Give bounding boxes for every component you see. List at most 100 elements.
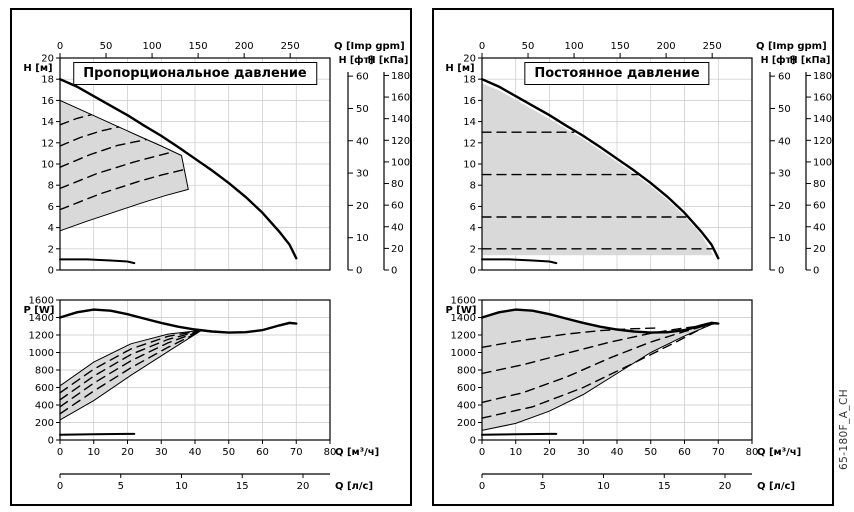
q-m3h-axis-label: Q [м³/ч]	[335, 447, 379, 458]
tick-label: 1400	[29, 313, 54, 324]
tick-label: 800	[35, 366, 54, 377]
tick-label: 180	[813, 71, 832, 82]
tick-label: 250	[281, 41, 300, 52]
tick-label: 50	[222, 447, 235, 458]
tick-label: 20	[391, 244, 404, 255]
tick-label: 50	[356, 104, 369, 115]
tick-label: 80	[391, 179, 404, 190]
tick-label: 150	[189, 41, 208, 52]
tick-label: 100	[143, 41, 162, 52]
tick-label: 20	[463, 54, 476, 65]
max-power-curve	[58, 308, 298, 334]
tick-label: 200	[35, 418, 54, 429]
power-curve-3	[481, 325, 699, 375]
q-ls-axis-label: Q [л/с]	[335, 481, 373, 492]
tick-label: 40	[778, 136, 791, 147]
tick-label: 0	[470, 266, 476, 277]
min-speed-curve	[59, 258, 136, 265]
q-ls-axis-label: Q [л/с]	[757, 481, 795, 492]
tick-label: 250	[703, 41, 722, 52]
tick-label: 80	[324, 447, 337, 458]
tick-label: 20	[121, 447, 134, 458]
q-m3h-axis-label: Q [м³/ч]	[757, 447, 801, 458]
tick-label: 5	[118, 481, 124, 492]
tick-label: 5	[540, 481, 546, 492]
tick-label: 10	[41, 160, 54, 171]
power-range	[59, 329, 203, 421]
tick-label: 60	[391, 201, 404, 212]
tick-label: 14	[41, 117, 54, 128]
tick-label: 10	[778, 233, 791, 244]
q-gpm-axis-label: Q [Imp gpm]	[334, 41, 405, 52]
tick-label: 30	[356, 169, 369, 180]
tick-label: 120	[813, 136, 832, 147]
tick-label: 1400	[451, 313, 476, 324]
tick-label: 160	[391, 93, 410, 104]
tick-label: 20	[778, 201, 791, 212]
tick-label: 0	[813, 266, 819, 277]
tick-label: 50	[100, 41, 113, 52]
panel-title-proportional: Пропорциональное давление	[73, 62, 317, 85]
tick-label: 0	[479, 447, 485, 458]
panel-constant-pressure: 0 2 4 6 8 10 12 14 16 18 20 H [м] 0 50 100 150 200 250 Q […	[432, 8, 834, 506]
min-power-curve	[481, 432, 558, 436]
tick-label: 1600	[29, 296, 54, 307]
tick-label: 200	[657, 41, 676, 52]
p-w-axis-label: P [W]	[446, 305, 477, 316]
tick-label: 0	[778, 266, 784, 277]
power-curve-3	[59, 329, 203, 401]
tick-label: 40	[813, 222, 826, 233]
tick-label: 70	[290, 447, 303, 458]
tick-label: 50	[778, 104, 791, 115]
tick-label: 0	[57, 41, 63, 52]
tick-label: 20	[719, 481, 732, 492]
tick-label: 6	[48, 202, 54, 213]
tick-label: 16	[41, 96, 54, 107]
tick-label: 10	[356, 233, 369, 244]
tick-label: 10	[87, 447, 100, 458]
tick-label: 20	[297, 481, 310, 492]
tick-label: 40	[189, 447, 202, 458]
min-power-curve	[59, 432, 136, 436]
tick-label: 10	[509, 447, 522, 458]
tick-label: 100	[391, 157, 410, 168]
h-m-axis-label: H [м]	[23, 63, 52, 74]
p-w-axis-label: P [W]	[24, 305, 55, 316]
panel-title-constant: Постоянное давление	[524, 62, 710, 85]
tick-label: 200	[235, 41, 254, 52]
tick-label: 60	[356, 72, 369, 83]
tick-label: 14	[463, 117, 476, 128]
tick-label: 60	[256, 447, 269, 458]
tick-label: 2	[470, 244, 476, 255]
tick-label: 0	[57, 447, 63, 458]
tick-label: 15	[658, 481, 671, 492]
h-kpa-axis-label: H [кПа]	[368, 55, 409, 66]
tick-label: 140	[813, 114, 832, 125]
tick-label: 150	[611, 41, 630, 52]
tick-label: 0	[479, 481, 485, 492]
tick-label: 20	[41, 54, 54, 65]
tick-label: 140	[391, 114, 410, 125]
tick-label: 1600	[451, 296, 476, 307]
power-curve-1	[59, 329, 203, 415]
tick-label: 60	[678, 447, 691, 458]
tick-label: 600	[35, 383, 54, 394]
tick-label: 18	[463, 75, 476, 86]
tick-label: 180	[391, 71, 410, 82]
tick-label: 12	[463, 138, 476, 149]
max-speed-curve	[58, 78, 298, 260]
tick-label: 60	[813, 201, 826, 212]
tick-label: 30	[778, 169, 791, 180]
tick-label: 40	[356, 136, 369, 147]
control-curve-5	[59, 114, 93, 126]
tick-label: 10	[597, 481, 610, 492]
tick-label: 8	[48, 181, 54, 192]
tick-label: 60	[778, 72, 791, 83]
tick-label: 8	[470, 181, 476, 192]
tick-label: 10	[175, 481, 188, 492]
control-curve-1	[59, 169, 184, 211]
tick-label: 15	[236, 481, 249, 492]
tick-label: 20	[356, 201, 369, 212]
h-m-axis-label: H [м]	[445, 63, 474, 74]
